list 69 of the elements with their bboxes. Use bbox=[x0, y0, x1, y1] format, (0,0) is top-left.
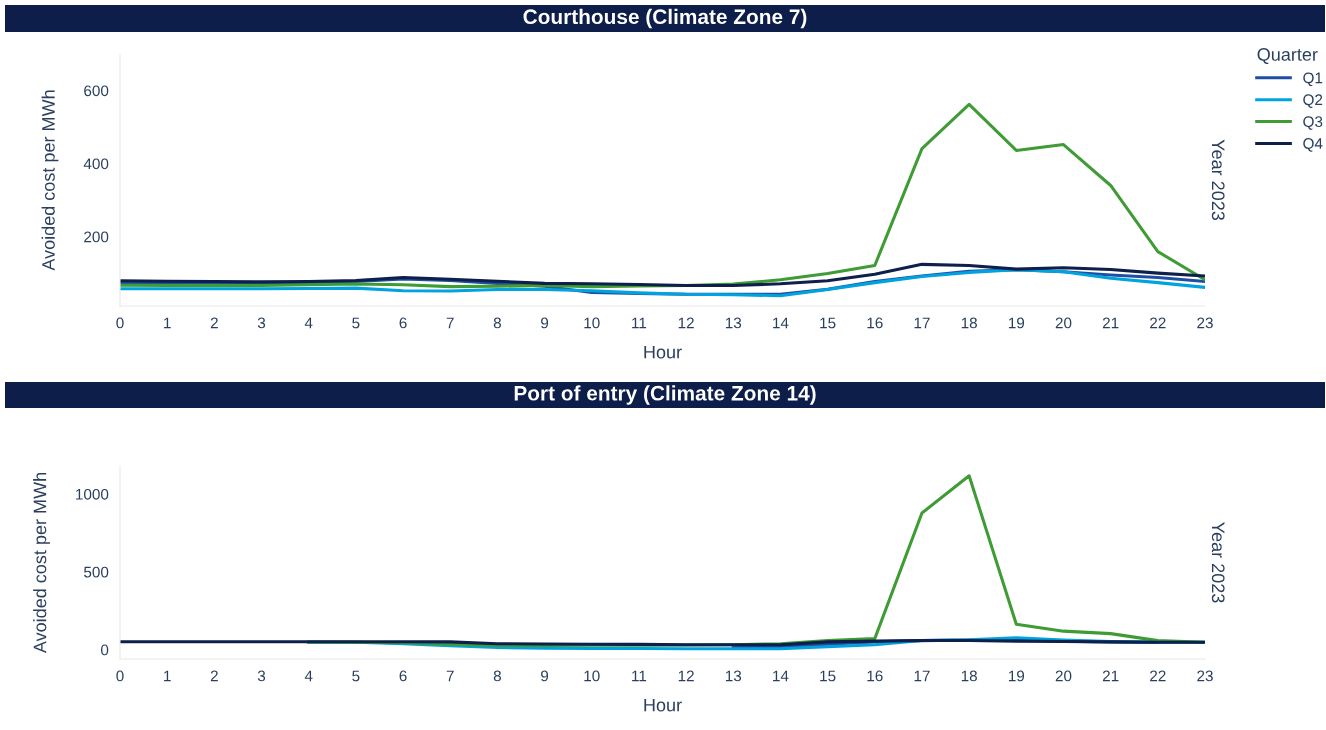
x-tick-label: 11 bbox=[632, 670, 647, 682]
x-tick-label: 6 bbox=[399, 670, 407, 682]
x-tick-label: 2 bbox=[210, 317, 218, 329]
x-tick-label: 17 bbox=[914, 317, 930, 329]
x-tick-label: 12 bbox=[678, 317, 694, 329]
x-axis-title: Hour bbox=[644, 698, 682, 712]
x-tick-label: 22 bbox=[1150, 317, 1166, 329]
x-tick-label: 1 bbox=[164, 317, 171, 329]
x-tick-label: 0 bbox=[116, 317, 124, 329]
x-tick-label: 19 bbox=[1008, 317, 1025, 329]
x-tick-label: 1 bbox=[164, 670, 171, 682]
x-tick-label: 3 bbox=[257, 317, 266, 329]
y-axis-title: Avoided cost per MWh bbox=[41, 90, 59, 271]
x-tick-label: 16 bbox=[867, 317, 883, 329]
x-tick-label: 23 bbox=[1197, 670, 1213, 682]
x-tick-label: 18 bbox=[961, 317, 977, 329]
y-tick-label: 400 bbox=[83, 158, 109, 170]
x-tick-label: 15 bbox=[820, 317, 836, 329]
x-tick-label: 17 bbox=[914, 670, 930, 682]
x-tick-label: 12 bbox=[678, 670, 694, 682]
text: Year 2023 bbox=[1211, 522, 1225, 603]
y-tick-label: 500 bbox=[84, 566, 109, 578]
x-tick-label: 10 bbox=[584, 317, 600, 329]
x-tick-label: 6 bbox=[399, 317, 407, 329]
x-tick-label: 22 bbox=[1150, 670, 1166, 682]
legend-label: Q1 bbox=[1303, 72, 1323, 87]
x-tick-label: 5 bbox=[352, 317, 360, 329]
line-series bbox=[120, 262, 1205, 288]
x-tick-label: 14 bbox=[773, 317, 789, 329]
chart-title: Courthouse (Climate Zone 7) bbox=[523, 8, 807, 29]
x-tick-label: 21 bbox=[1102, 317, 1119, 329]
x-tick-label: 9 bbox=[541, 670, 549, 682]
chart-title: Port of entry (Climate Zone 14) bbox=[514, 385, 816, 405]
x-tick-label: 0 bbox=[116, 670, 124, 682]
x-tick-label: 16 bbox=[867, 670, 883, 682]
y-tick-label: 600 bbox=[84, 85, 109, 97]
legend-title: Quarter bbox=[1257, 48, 1318, 65]
x-tick-label: 8 bbox=[493, 670, 501, 682]
y-tick-label: 200 bbox=[84, 231, 109, 243]
legend-label: Q4 bbox=[1303, 138, 1323, 152]
x-tick-label: 11 bbox=[632, 317, 647, 329]
x-tick-label: 7 bbox=[446, 317, 454, 329]
y-tick-label: 1000 bbox=[76, 488, 109, 500]
x-tick-label: 13 bbox=[725, 317, 742, 329]
x-tick-label: 15 bbox=[820, 670, 836, 682]
x-tick-label: 20 bbox=[1055, 670, 1072, 682]
text: Year 2023 bbox=[1211, 139, 1225, 221]
x-axis-title: Hour bbox=[644, 345, 682, 359]
x-tick-label: 13 bbox=[725, 670, 742, 682]
x-tick-label: 21 bbox=[1102, 670, 1119, 682]
x-tick-label: 7 bbox=[446, 670, 454, 682]
x-tick-label: 10 bbox=[584, 670, 600, 682]
x-tick-label: 8 bbox=[493, 317, 501, 329]
x-tick-label: 2 bbox=[210, 670, 218, 682]
x-tick-label: 5 bbox=[352, 670, 360, 682]
x-tick-label: 3 bbox=[257, 670, 266, 682]
x-tick-label: 18 bbox=[961, 670, 977, 682]
x-tick-label: 14 bbox=[773, 670, 789, 682]
legend-label: Q2 bbox=[1303, 94, 1323, 108]
x-tick-label: 20 bbox=[1055, 317, 1072, 329]
x-tick-label: 23 bbox=[1197, 317, 1213, 329]
x-tick-label: 4 bbox=[304, 670, 313, 682]
y-axis-title: Avoided cost per MWh bbox=[33, 473, 50, 654]
x-tick-label: 19 bbox=[1008, 670, 1025, 682]
legend-label: Q3 bbox=[1303, 116, 1323, 130]
y-tick-label: 0 bbox=[100, 644, 109, 656]
x-tick-label: 4 bbox=[304, 317, 313, 329]
x-tick-label: 9 bbox=[541, 317, 549, 329]
line-series bbox=[120, 102, 1205, 289]
